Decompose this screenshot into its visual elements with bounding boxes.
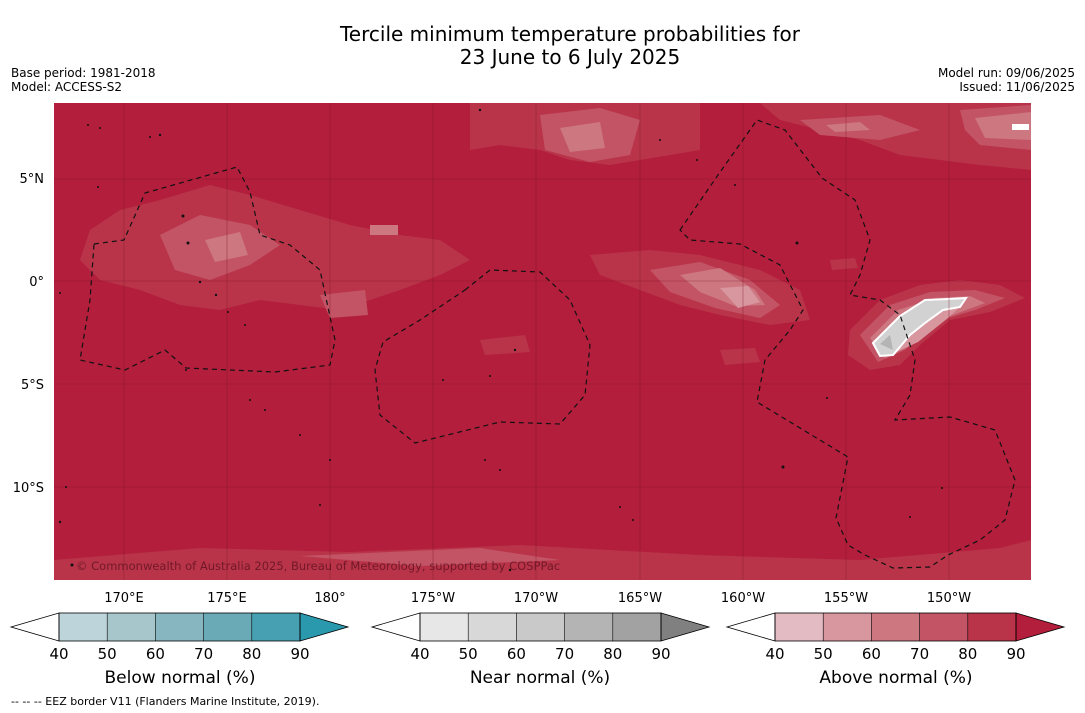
colorbar-segment: [775, 613, 824, 641]
above-normal-label: Above normal (%): [819, 668, 973, 688]
colorbar-high-extension: [660, 612, 711, 642]
lat-label: 5°S: [21, 378, 44, 393]
chart-title-line2: 23 June to 6 July 2025: [459, 45, 681, 69]
colorbar-segment: [516, 613, 565, 641]
colorbar-low-extension: [725, 612, 776, 642]
chart-title-line1: Tercile minimum temperature probabilitie…: [339, 22, 801, 46]
colorbar-tick-label: 90: [651, 645, 670, 663]
issued-date: Issued: 11/06/2025: [959, 80, 1075, 94]
colorbar-segment: [564, 613, 613, 641]
near-normal-colorbar: 40 50 60 70 80 90: [370, 612, 711, 663]
colorbar-tick-label: 70: [910, 645, 929, 663]
colorbar-tick-label: 60: [862, 645, 881, 663]
lon-label: 150°W: [927, 591, 971, 606]
colorbar-low-extension: [9, 612, 60, 642]
colorbar-segment: [420, 613, 469, 641]
colorbar-segment: [107, 613, 156, 641]
probability-contours: [54, 103, 1031, 580]
coastline-dots: [58, 108, 943, 572]
lon-label: 160°W: [721, 591, 765, 606]
lon-label: 175°E: [207, 591, 247, 606]
colorbar-tick-label: 40: [410, 645, 429, 663]
lon-label: 180°: [314, 591, 345, 606]
lat-label: 0°: [29, 275, 44, 290]
lon-label: 170°E: [104, 591, 144, 606]
below-normal-label: Below normal (%): [104, 668, 256, 688]
colorbar-segment: [203, 613, 252, 641]
colorbar-tick-label: 60: [146, 645, 165, 663]
colorbar-tick-label: 90: [290, 645, 309, 663]
lon-label: 165°W: [618, 591, 662, 606]
colorbar-tick-label: 80: [603, 645, 622, 663]
colorbar-tick-label: 50: [814, 645, 833, 663]
colorbar-segment: [155, 613, 204, 641]
colorbar-segment: [468, 613, 517, 641]
colorbar-segment: [612, 613, 661, 641]
lon-label: 170°W: [514, 591, 558, 606]
model-run: Model run: 09/06/2025: [937, 66, 1075, 80]
colorbar-segment: [919, 613, 968, 641]
colorbars: 40 50 60 70 80 90 40 50 60 70 80 90 40 50 60 70 80 90: [9, 612, 1066, 663]
colorbar-high-extension: [1015, 612, 1066, 642]
colorbar-tick-label: 40: [49, 645, 68, 663]
colorbar-tick-label: 90: [1006, 645, 1025, 663]
model-name: Model: ACCESS-S2: [11, 80, 123, 94]
lon-label: 155°W: [824, 591, 868, 606]
colorbar-tick-label: 60: [507, 645, 526, 663]
near-normal-label: Near normal (%): [469, 668, 611, 688]
lat-label: 5°N: [20, 172, 45, 187]
lat-axis-labels: 5°N 0° 5°S 10°S: [13, 172, 44, 496]
footnote: -- -- -- EEZ border V11 (Flanders Marine…: [11, 695, 320, 708]
colorbar-segment: [967, 613, 1016, 641]
colorbar-segment: [823, 613, 872, 641]
base-period: Base period: 1981-2018: [11, 66, 156, 80]
colorbar-tick-label: 80: [958, 645, 977, 663]
colorbar-segment: [251, 613, 300, 641]
colorbar-segment: [871, 613, 920, 641]
lat-label: 10°S: [13, 481, 44, 496]
below-normal-colorbar: 40 50 60 70 80 90: [9, 612, 350, 663]
lon-axis-labels: 170°E 175°E 180° 175°W 170°W 165°W 160°W…: [104, 591, 971, 606]
colorbar-tick-label: 40: [765, 645, 784, 663]
map-area: © Commonwealth of Australia 2025, Bureau…: [54, 103, 1031, 580]
colorbar-tick-label: 50: [98, 645, 117, 663]
gridlines: [54, 103, 1031, 580]
colorbar-segment: [59, 613, 108, 641]
colorbar-tick-label: 70: [194, 645, 213, 663]
colorbar-tick-label: 50: [459, 645, 478, 663]
colorbar-low-extension: [370, 612, 421, 642]
colorbar-high-extension: [299, 612, 350, 642]
eez-borders: [79, 119, 1016, 569]
colorbar-tick-label: 80: [242, 645, 261, 663]
above-normal-colorbar: 40 50 60 70 80 90: [725, 612, 1066, 663]
copyright-text: © Commonwealth of Australia 2025, Bureau…: [76, 559, 560, 573]
lon-label: 175°W: [411, 591, 455, 606]
colorbar-tick-label: 70: [555, 645, 574, 663]
